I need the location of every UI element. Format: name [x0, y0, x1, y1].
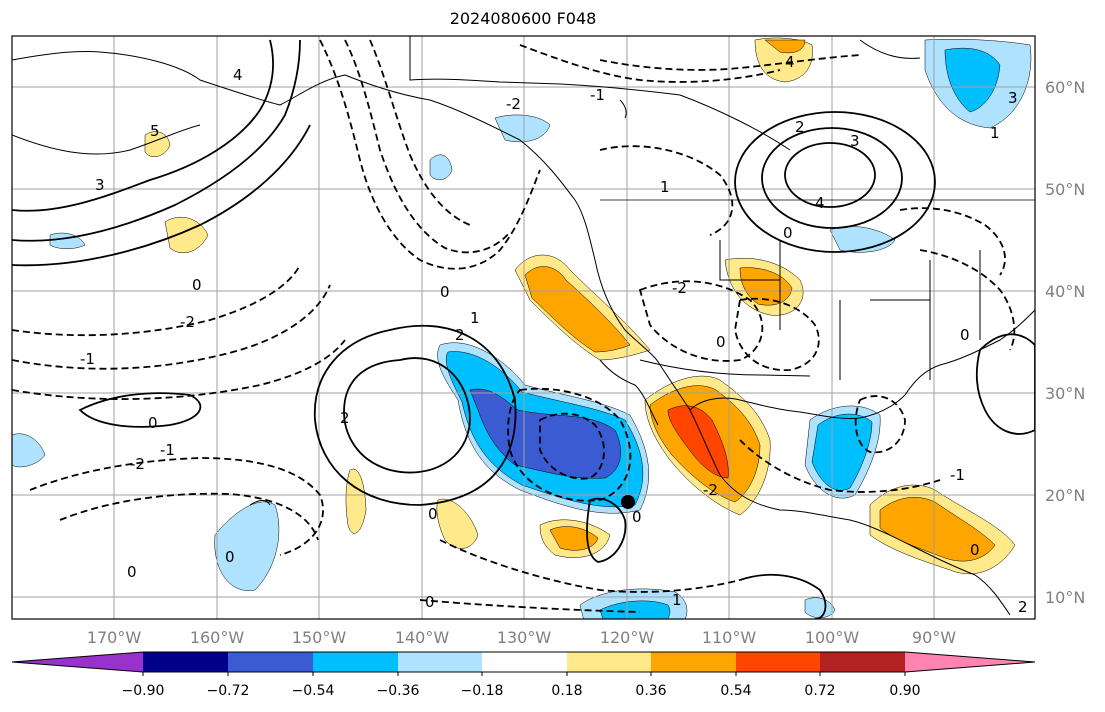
colorbar-segment [567, 652, 651, 672]
colorbar-segment [143, 652, 228, 672]
contour-label: 0 [716, 333, 726, 351]
contour-label: 4 [233, 66, 243, 84]
lon-label: 150°W [292, 628, 347, 647]
lon-label: 140°W [395, 628, 450, 647]
colorbar-tick-label: −0.90 [122, 683, 165, 699]
contour-label: -2 [703, 481, 718, 499]
contour-label: 2 [1018, 598, 1028, 616]
contour-label: 1 [660, 178, 670, 196]
colorbar-tick-label: 0.90 [889, 683, 920, 699]
colorbar-labels: −0.90 −0.72 −0.54 −0.36 −0.18 0.18 0.36 … [122, 683, 921, 699]
lon-label: 120°W [600, 628, 655, 647]
contour-label: 0 [127, 563, 137, 581]
marker-dot [621, 495, 635, 509]
lon-label: 130°W [497, 628, 552, 647]
contour-label: 0 [783, 224, 793, 242]
lon-label: 170°W [87, 628, 142, 647]
contour-label: -1 [80, 350, 95, 368]
contour-label: 1 [470, 309, 480, 327]
lat-label: 20°N [1045, 486, 1085, 505]
contour-label: 1 [990, 124, 1000, 142]
colorbar-segment [736, 652, 820, 672]
contour-label: -2 [130, 455, 145, 473]
contour-label: 0 [225, 548, 235, 566]
contour-label: 4 [815, 194, 825, 212]
colorbar-segment [820, 652, 905, 672]
lon-label: 100°W [805, 628, 860, 647]
colorbar-segment [651, 652, 736, 672]
contour-label: -1 [590, 86, 605, 104]
contour-label: 0 [632, 508, 642, 526]
colorbar-segment [228, 652, 313, 672]
contour-label: 4 [785, 53, 795, 71]
colorbar-tick-label: −0.36 [377, 683, 420, 699]
contour-label: 2 [340, 409, 350, 427]
contour-label: -1 [950, 466, 965, 484]
lat-label: 40°N [1045, 282, 1085, 301]
contour-label: 0 [428, 505, 438, 523]
lon-label: 90°W [912, 628, 956, 647]
contour-label: 2 [795, 118, 805, 136]
contour-label: -1 [160, 441, 175, 459]
colorbar-segment [482, 652, 567, 672]
colorbar-tick-label: −0.18 [461, 683, 504, 699]
contour-label: -2 [672, 279, 687, 297]
colorbar-ticks [143, 672, 905, 676]
contour-label: 3 [1008, 89, 1018, 107]
contour-label: -2 [506, 95, 521, 113]
contour-label: 0 [192, 276, 202, 294]
contour-label: 3 [850, 132, 860, 150]
contour-label: 0 [960, 326, 970, 344]
latitude-labels: 60°N 50°N 40°N 30°N 20°N 10°N [1045, 78, 1085, 607]
lon-label: 160°W [190, 628, 245, 647]
contour-label: 1 [672, 591, 682, 609]
colorbar-extend-low [12, 652, 143, 672]
contour-label: 0 [148, 414, 158, 432]
contour-label: 5 [150, 122, 160, 140]
lat-label: 50°N [1045, 180, 1085, 199]
colorbar-tick-label: 0.18 [551, 683, 582, 699]
contour-label: 0 [970, 541, 980, 559]
contour-label: 3 [95, 176, 105, 194]
lat-label: 10°N [1045, 588, 1085, 607]
contour-label: 2 [455, 326, 465, 344]
lat-label: 30°N [1045, 384, 1085, 403]
colorbar-tick-label: 0.36 [635, 683, 666, 699]
longitude-labels: 170°W 160°W 150°W 140°W 130°W 120°W 110°… [87, 628, 956, 647]
colorbar-segment [398, 652, 482, 672]
lat-label: 60°N [1045, 78, 1085, 97]
colorbar-tick-label: 0.54 [720, 683, 751, 699]
contour-label: 0 [425, 593, 435, 611]
lon-label: 110°W [702, 628, 757, 647]
colorbar-tick-label: −0.72 [207, 683, 250, 699]
colorbar-tick-label: −0.54 [292, 683, 335, 699]
colorbar-tick-label: 0.72 [804, 683, 835, 699]
colorbar-segment [313, 652, 398, 672]
contour-label: -2 [180, 313, 195, 331]
colorbar [12, 652, 1035, 672]
contour-label: 0 [440, 283, 450, 301]
colorbar-extend-high [905, 652, 1035, 672]
